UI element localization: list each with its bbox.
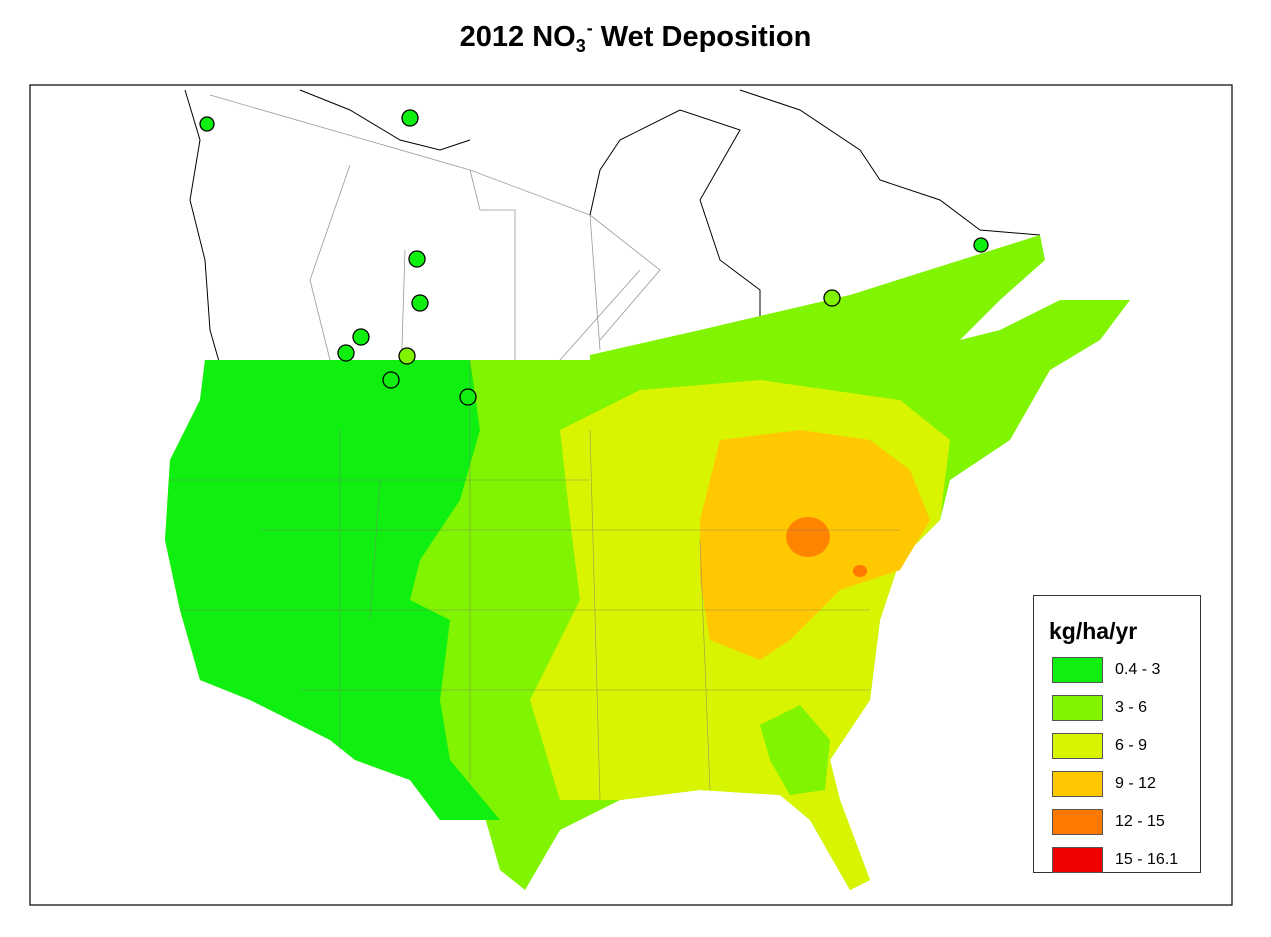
map-title: 2012 NO3- Wet Deposition	[0, 18, 1271, 57]
station-marker	[408, 250, 426, 268]
zone-12-15	[786, 517, 830, 557]
title-text: 2012 NO	[459, 21, 576, 53]
title-suffix: Wet Deposition	[592, 21, 812, 53]
legend-swatch	[1052, 771, 1103, 797]
legend-swatch	[1052, 733, 1103, 759]
coastlines	[184, 89, 1041, 366]
station-marker	[199, 116, 215, 132]
legend-swatch	[1052, 695, 1103, 721]
legend-item: 3 - 6	[1052, 695, 1200, 721]
legend: kg/ha/yr 0.4 - 3 3 - 6 6 - 9 9 - 12 12 - 15 1…	[1033, 595, 1201, 873]
title-subscript: 3	[575, 36, 586, 56]
canada-boundaries	[209, 94, 661, 411]
legend-title: kg/ha/yr	[1049, 618, 1138, 644]
legend-items: 0.4 - 3 3 - 6 6 - 9 9 - 12 12 - 15 15 - 16.1	[1034, 657, 1200, 873]
legend-label: 9 - 12	[1115, 775, 1156, 792]
legend-swatch	[1052, 847, 1103, 873]
stations	[199, 109, 989, 406]
legend-label: 15 - 16.1	[1115, 851, 1179, 868]
station-marker	[382, 371, 400, 389]
station-marker	[973, 237, 989, 253]
legend-item: 6 - 9	[1052, 733, 1200, 759]
legend-label: 3 - 6	[1115, 699, 1148, 716]
legend-item: 12 - 15	[1052, 809, 1200, 835]
station-marker	[337, 344, 355, 362]
station-marker	[823, 289, 841, 307]
legend-item: 15 - 16.1	[1052, 847, 1200, 873]
zone-3-6-southeast	[760, 705, 830, 795]
legend-item: 9 - 12	[1052, 771, 1200, 797]
legend-label: 6 - 9	[1115, 737, 1148, 754]
legend-label: 0.4 - 3	[1115, 661, 1161, 678]
legend-swatch	[1052, 657, 1103, 683]
title-superscript: -	[586, 18, 593, 38]
station-marker	[411, 294, 429, 312]
station-marker	[459, 388, 477, 406]
legend-label: 12 - 15	[1115, 813, 1165, 830]
legend-swatch	[1052, 809, 1103, 835]
station-marker	[398, 347, 416, 365]
station-marker	[401, 109, 419, 127]
legend-item: 0.4 - 3	[1052, 657, 1200, 683]
station-marker	[352, 328, 370, 346]
zone-12-15-small	[853, 565, 867, 577]
zone-0.4-3	[165, 360, 500, 820]
state-boundaries	[170, 360, 900, 801]
